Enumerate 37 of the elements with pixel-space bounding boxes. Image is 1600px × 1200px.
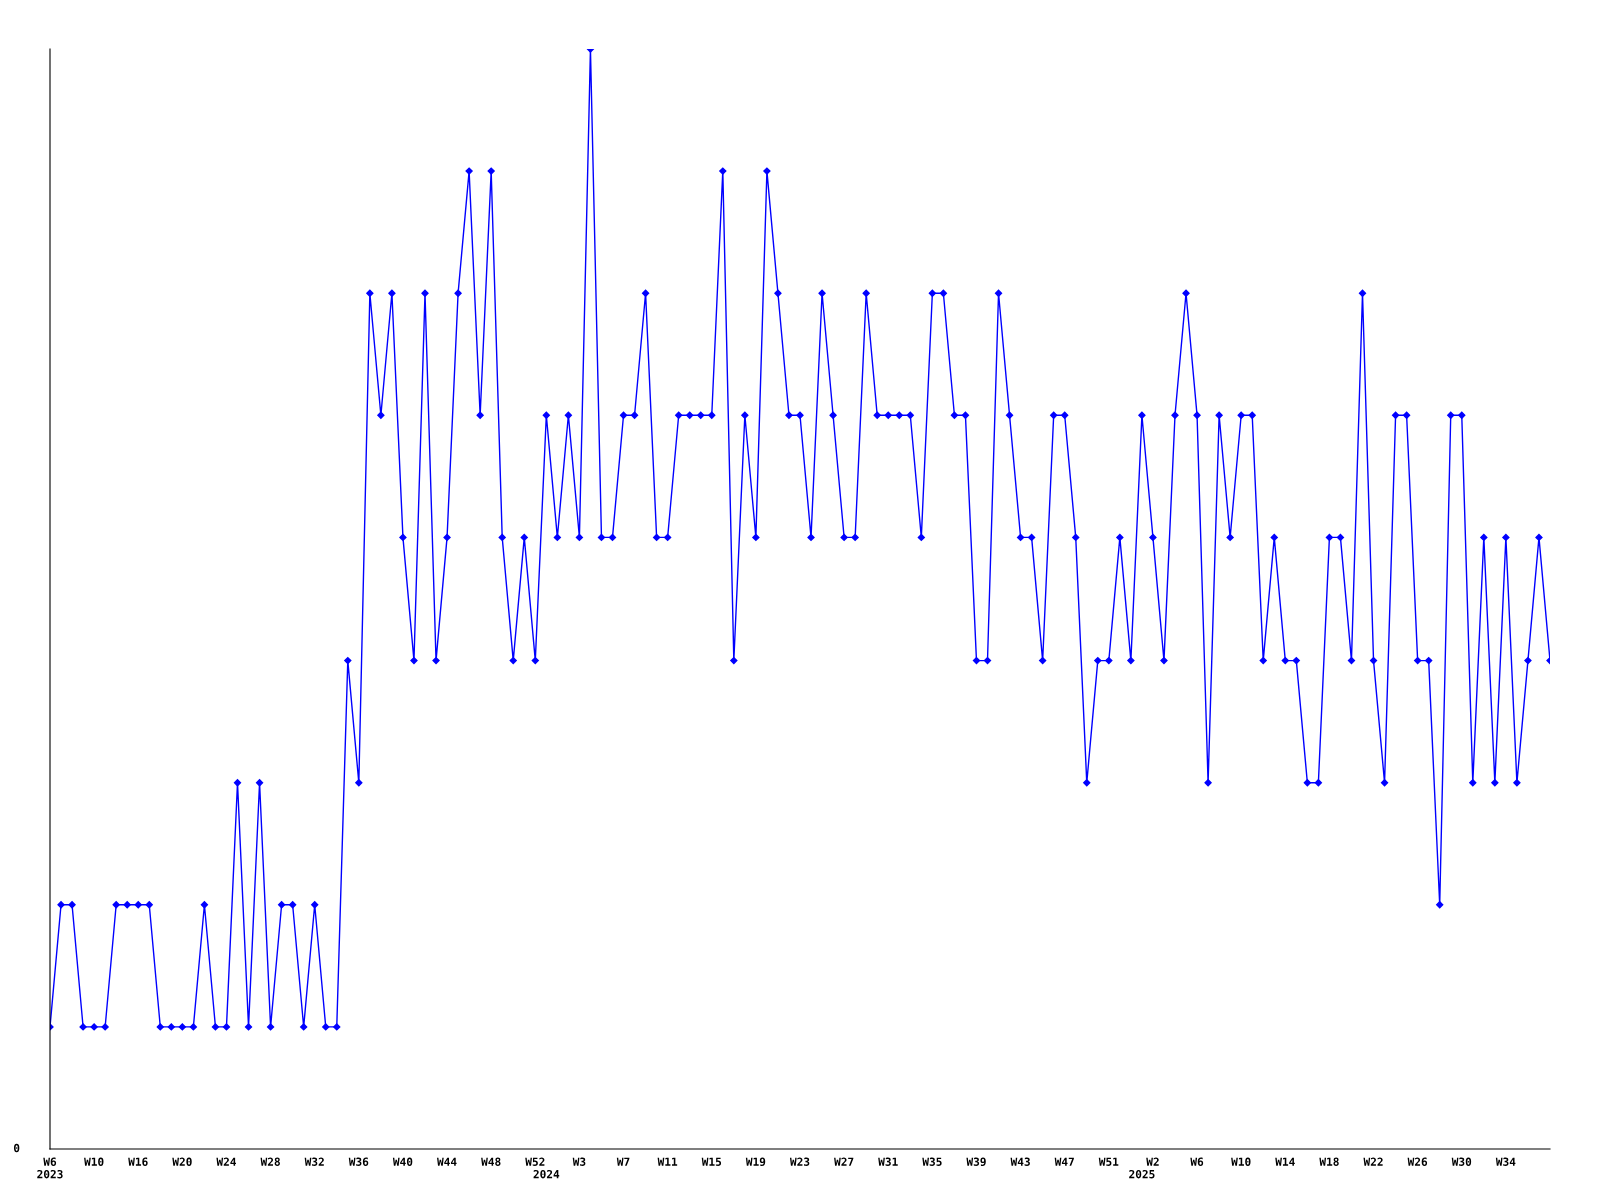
x-tick-label: W20	[172, 1157, 192, 1166]
x-tick-label: W52	[525, 1157, 545, 1166]
x-tick-label: W34	[1495, 1157, 1516, 1166]
x-tick-label: W19	[745, 1157, 766, 1166]
x-tick-label: W3	[572, 1157, 586, 1166]
x-tick-label: W51	[1098, 1157, 1119, 1166]
x-tick-label: W11	[657, 1157, 678, 1166]
x-tick-label: W39	[966, 1157, 986, 1166]
text: 0	[13, 1143, 20, 1153]
x-tick-label: W40	[392, 1157, 413, 1166]
x-tick-label: W24	[216, 1157, 237, 1166]
x-tick-label: W31	[878, 1157, 898, 1166]
x-tick-label: W10	[1231, 1157, 1251, 1166]
x-tick-label: W43	[1010, 1157, 1030, 1166]
x-tick-label: W27	[834, 1157, 854, 1166]
x-tick-label: W26	[1407, 1157, 1428, 1166]
x-tick-label: W35	[922, 1157, 942, 1166]
x-tick-label: W47	[1054, 1157, 1074, 1166]
x-tick-label: 2024	[533, 1169, 560, 1179]
x-tick-label: W36	[348, 1157, 369, 1166]
x-tick-label: W48	[481, 1157, 501, 1166]
x-tick-label: W28	[260, 1157, 280, 1166]
x-tick-label: W15	[701, 1157, 722, 1166]
x-tick-label: W10	[84, 1157, 104, 1166]
x-tick-label: 2025	[1129, 1169, 1155, 1179]
x-tick-label: W2	[1146, 1157, 1159, 1166]
x-tick-label: W7	[616, 1157, 630, 1166]
x-tick-label: W14	[1275, 1157, 1295, 1166]
x-tick-label: W18	[1319, 1157, 1339, 1166]
x-tick-label: W23	[789, 1157, 810, 1166]
x-tick-label: W32	[304, 1157, 324, 1166]
x-tick-label: W30	[1451, 1157, 1472, 1166]
x-tick-label: W6 2023	[37, 1157, 63, 1179]
x-tick-label: W16	[128, 1157, 148, 1166]
x-tick-label: W6	[1190, 1157, 1204, 1166]
x-tick-label: W22	[1363, 1157, 1383, 1166]
x-tick-label: W44	[437, 1157, 457, 1166]
